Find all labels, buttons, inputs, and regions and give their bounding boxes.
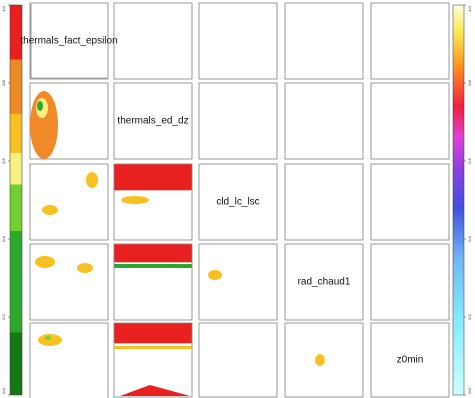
panel-row-0: thermals_fact_epsilon — [20, 2, 450, 80]
tick-label: 0.8 — [1, 79, 6, 85]
tick-label: 0.6 — [1, 157, 6, 163]
tick-label: 0.2 — [467, 313, 472, 319]
left-colorbar — [9, 4, 23, 396]
tick-label: 1.0 — [467, 5, 472, 11]
tick-label: 0.0 — [467, 387, 472, 393]
tick-label: 0.8 — [467, 79, 472, 85]
tick-label: 0.2 — [1, 313, 6, 319]
panel-row-4: z0min — [29, 322, 450, 398]
panel-row-2: cld_lc_lsc — [29, 163, 450, 241]
panel-row-3: rad_chaud1 — [29, 243, 450, 321]
variable-label: cld_lc_lsc — [216, 197, 259, 208]
variable-label: z0min — [397, 355, 424, 366]
variable-label: thermals_ed_dz — [117, 116, 188, 127]
variable-label: rad_chaud1 — [298, 277, 351, 288]
right-colorbar — [452, 4, 465, 396]
tick-label: 0.4 — [467, 235, 472, 241]
tick-label: 0.0 — [1, 387, 6, 393]
tick-label: 1.0 — [1, 5, 6, 11]
tick-label: 0.4 — [1, 235, 6, 241]
tick-label: 0.6 — [467, 157, 472, 163]
variable-label: thermals_fact_epsilon — [20, 36, 117, 47]
panel-row-1: thermals_ed_dz — [29, 82, 450, 160]
